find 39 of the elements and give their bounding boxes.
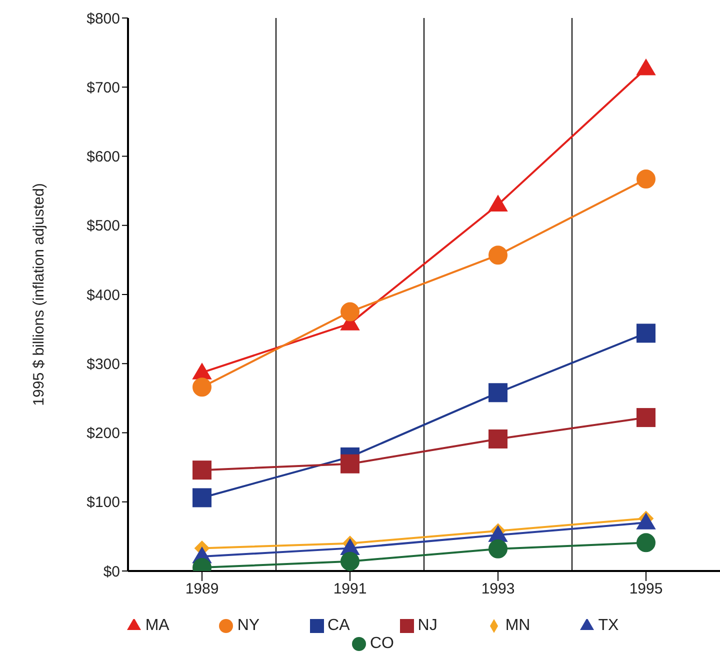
point: [192, 488, 212, 508]
legend-label: MN: [505, 617, 530, 634]
point: [192, 460, 212, 480]
point: [636, 513, 656, 530]
point: [340, 302, 360, 322]
legend-label: NJ: [418, 617, 438, 634]
legend-label: CO: [370, 635, 394, 652]
y-tick-label: $0: [103, 563, 120, 580]
x-tick-label: 1995: [629, 580, 663, 598]
y-tick-label: $500: [86, 218, 120, 235]
y-tick-label: $200: [86, 425, 120, 442]
y-tick-label: $300: [86, 356, 120, 373]
y-tick-label: $600: [86, 148, 120, 166]
x-tick-label: 1989: [185, 580, 219, 598]
y-tick-label: $400: [86, 286, 120, 304]
point: [488, 383, 508, 402]
point: [488, 195, 508, 212]
point: [488, 246, 508, 265]
legend-label: NY: [237, 617, 260, 634]
legend-label: TX: [598, 617, 619, 634]
point: [340, 552, 360, 571]
point: [636, 170, 656, 189]
point: [488, 539, 508, 558]
point: [192, 378, 212, 397]
y-tick-label: $700: [86, 79, 120, 96]
point: [488, 429, 508, 448]
y-tick-label: $800: [86, 10, 120, 28]
point: [636, 324, 656, 343]
point: [636, 58, 656, 76]
point: [340, 454, 360, 474]
y-tick-label: $100: [86, 494, 120, 512]
legend-label: CA: [328, 617, 350, 634]
legend-label: MA: [145, 617, 170, 634]
y-axis-title: 1995 $ billions (inflation adjusted): [30, 183, 48, 406]
point: [636, 533, 656, 552]
x-tick-label: 1993: [481, 580, 515, 598]
point: [636, 408, 656, 428]
x-tick-label: 1991: [333, 580, 367, 598]
point: [192, 363, 212, 380]
